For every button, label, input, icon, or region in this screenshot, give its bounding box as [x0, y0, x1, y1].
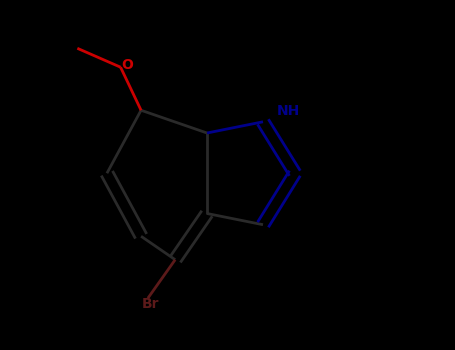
Text: O: O	[121, 58, 133, 72]
Text: Br: Br	[142, 298, 159, 312]
Text: NH: NH	[277, 104, 300, 118]
